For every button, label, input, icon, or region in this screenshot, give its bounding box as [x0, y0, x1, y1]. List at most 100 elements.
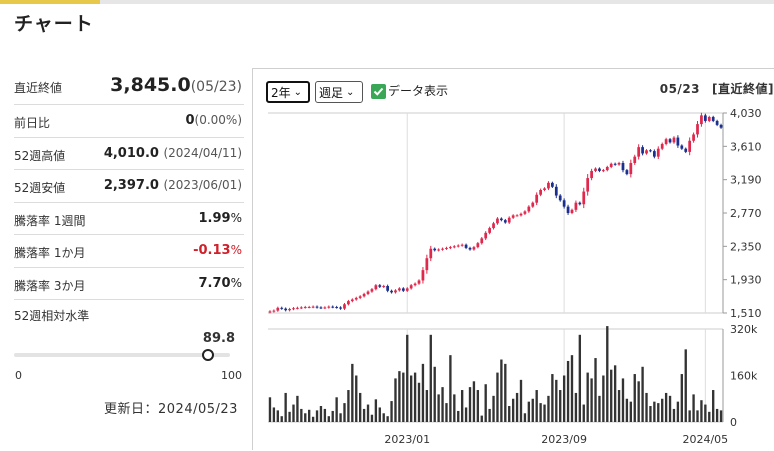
- last-close-date: (05/23): [190, 79, 242, 95]
- candle-body: [484, 232, 488, 239]
- candle-body: [441, 248, 444, 250]
- candle-body: [696, 124, 699, 135]
- chevron-down-icon: ⌄: [346, 86, 355, 98]
- candle-body: [409, 285, 413, 289]
- volume-bar: [602, 375, 605, 422]
- candle-body: [386, 286, 390, 291]
- candle-body: [417, 280, 421, 284]
- candle-body: [625, 170, 629, 175]
- volume-bar: [417, 382, 421, 422]
- high-date: (2024/04/11): [163, 145, 242, 160]
- relative-value: 89.8: [202, 331, 235, 346]
- candle-body: [664, 139, 668, 144]
- volume-bar: [531, 398, 534, 422]
- volume-bar: [347, 390, 350, 422]
- volume-bar: [676, 401, 680, 422]
- x-tick-label: 2023/09: [541, 433, 587, 446]
- volume-bar: [610, 369, 613, 422]
- volume-bar: [496, 372, 499, 422]
- volume-bar: [594, 358, 597, 422]
- candle-body: [598, 168, 601, 171]
- change-pct: (0.00%): [194, 113, 242, 127]
- stat-label: 52週高値: [14, 148, 66, 163]
- candle-body: [707, 116, 711, 121]
- candle-body: [299, 307, 303, 309]
- candle-body: [374, 285, 378, 290]
- volume-bar: [484, 384, 487, 422]
- candle-body: [460, 244, 464, 246]
- candle-body: [452, 246, 456, 248]
- candle-body: [480, 238, 484, 244]
- volume-bar: [409, 375, 413, 422]
- show-data-checkbox[interactable]: [371, 84, 386, 99]
- volume-bar: [351, 363, 354, 422]
- candle-body: [390, 290, 393, 293]
- stat-value: 4,010.0 (2024/04/11): [104, 146, 242, 161]
- top-accent-bar: [0, 0, 774, 4]
- check-icon: [373, 87, 384, 96]
- candle-body: [613, 163, 617, 165]
- volume-bar: [508, 406, 511, 422]
- candle-body: [503, 220, 507, 223]
- volume-bar: [515, 392, 519, 422]
- volume-bar: [562, 375, 566, 422]
- volume-bar: [649, 406, 652, 422]
- chart-price-type: [直近終値]: [712, 82, 774, 96]
- candle-body: [515, 215, 519, 217]
- volume-bar: [527, 401, 531, 422]
- price-tick-label: 2,770: [730, 207, 762, 220]
- volume-bar: [386, 416, 389, 422]
- stat-row-3month: 騰落率 3か月 7.70%: [14, 268, 244, 300]
- stat-value: 1.99%: [199, 211, 242, 226]
- price-tick-label: 1,930: [730, 274, 762, 287]
- volume-tick-label: 320k: [730, 323, 758, 336]
- volume-bar: [688, 410, 691, 422]
- candle-body: [311, 306, 315, 308]
- volume-bar: [645, 392, 648, 422]
- volume-bar: [680, 374, 683, 422]
- candle-body: [472, 247, 476, 250]
- stat-label: 騰落率 1か月: [14, 246, 86, 260]
- unit-select[interactable]: 週足 ⌄: [315, 81, 363, 103]
- volume-bar: [276, 410, 279, 422]
- candle-body: [358, 296, 362, 298]
- percent-unit: %: [230, 275, 242, 290]
- percent-unit: %: [230, 210, 242, 225]
- candle-body: [276, 307, 280, 311]
- volume-bar: [343, 403, 346, 422]
- candle-body: [715, 120, 719, 125]
- volume-bar: [480, 415, 483, 422]
- volume-bar: [296, 395, 299, 422]
- last-close-value: 3,845.0: [110, 74, 191, 96]
- volume-bar: [629, 401, 632, 422]
- candle-body: [323, 307, 327, 309]
- volume-bar: [637, 381, 640, 422]
- candlestick-chart[interactable]: 2023/01 2023/09 2024/05 4,030 3,610 3,190 2,77…: [253, 69, 774, 451]
- stat-value: 7.70%: [199, 276, 242, 291]
- candle-body: [366, 291, 370, 294]
- stats-panel: 直近終値 3,845.0(05/23) 前日比 0(0.00%) 52週高値 4…: [14, 72, 244, 390]
- volume-bar: [359, 392, 362, 422]
- candle-body: [476, 243, 480, 248]
- volume-bar: [578, 334, 582, 422]
- volume-bar: [425, 390, 429, 422]
- volume-bar: [488, 408, 491, 422]
- candle-body: [551, 182, 554, 187]
- candle-body: [711, 116, 715, 121]
- volume-bar: [672, 408, 676, 422]
- candle-body: [343, 304, 346, 309]
- candle-body: [617, 163, 621, 165]
- volume-bar: [519, 379, 523, 422]
- price-tick-label: 4,030: [730, 107, 762, 120]
- candle-body: [578, 202, 582, 205]
- candle-body: [296, 307, 299, 309]
- candle-body: [398, 288, 401, 291]
- period-select[interactable]: 2年 ⌄: [266, 81, 310, 103]
- volume-bar: [582, 404, 585, 422]
- volume-bar: [641, 366, 644, 422]
- candle-body: [394, 290, 397, 293]
- volume-bar: [335, 397, 338, 422]
- volume-bar: [355, 375, 358, 422]
- candle-body: [684, 148, 688, 152]
- candle-body: [307, 307, 311, 309]
